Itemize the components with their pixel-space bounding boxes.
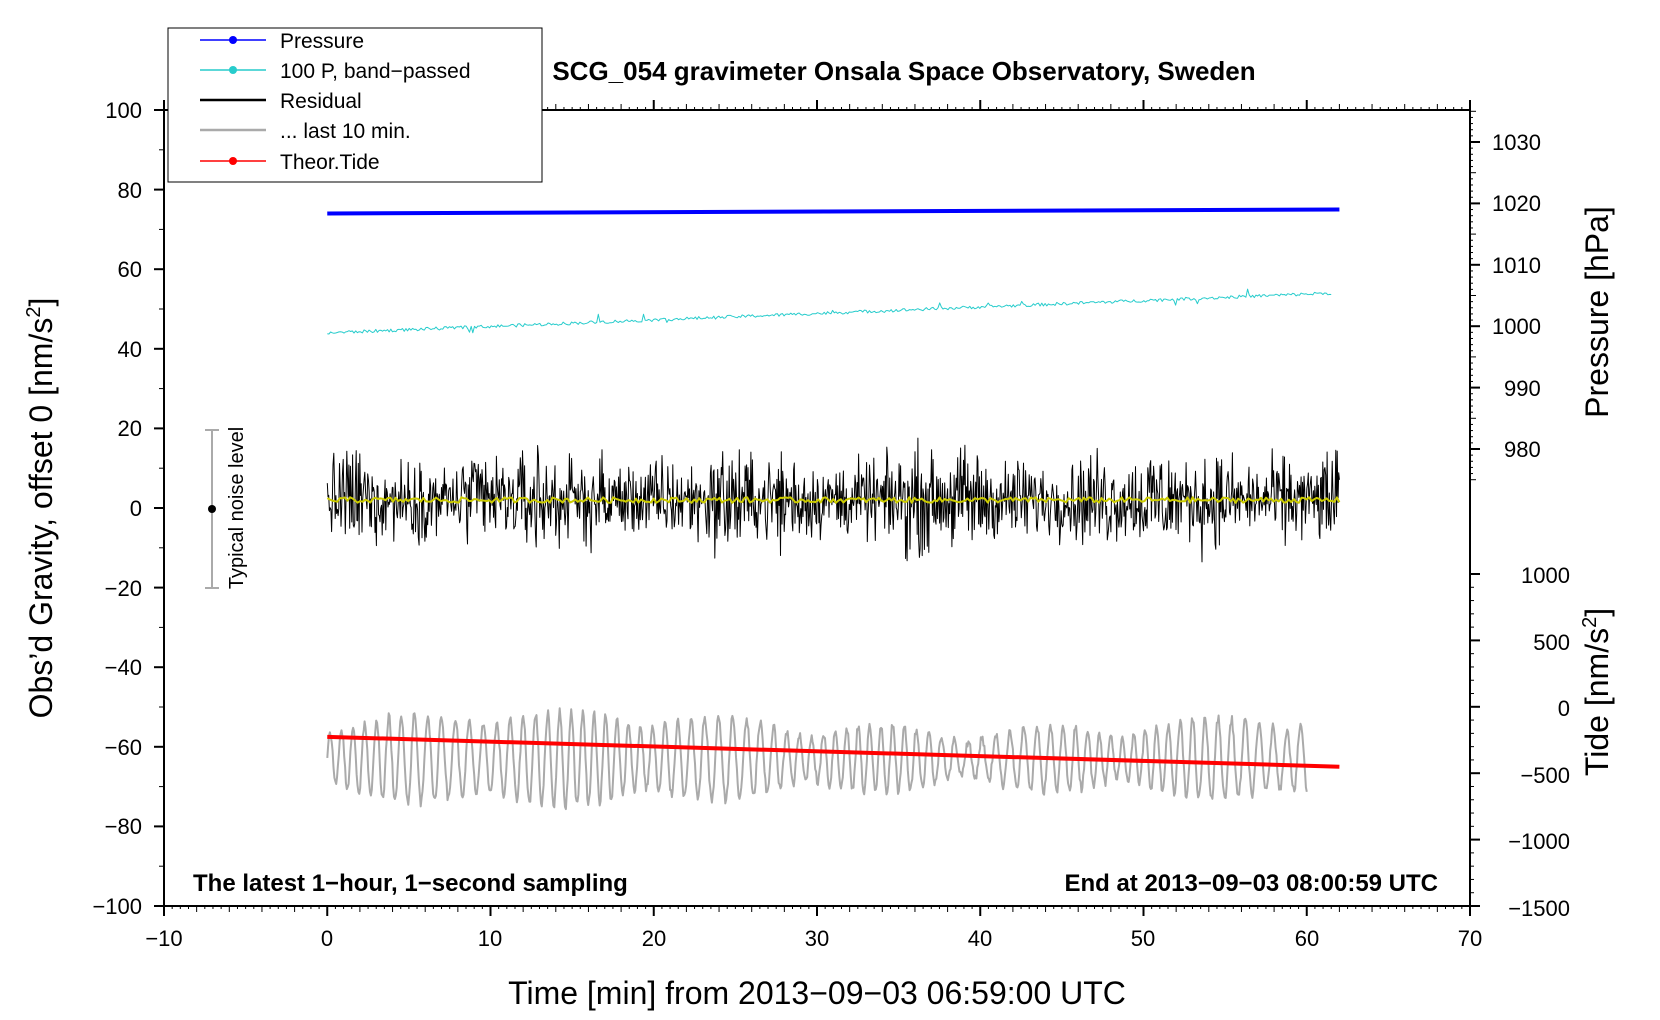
legend-item-last10: ... last 10 min. — [200, 120, 411, 143]
x-tick-label: 60 — [1295, 926, 1319, 951]
y-tick-label: 0 — [130, 496, 142, 521]
series-bandpassed — [327, 288, 1332, 335]
x-tick-label: 50 — [1131, 926, 1155, 951]
legend-label-residual: Residual — [280, 90, 362, 113]
series-residual — [326, 437, 1340, 563]
noise-level-label: Typical noise level — [226, 427, 248, 589]
chart-title: SCG_054 gravimeter Onsala Space Observat… — [552, 56, 1255, 86]
pressure-tick-labels: 1030 1020 1010 1000 990 980 — [1492, 130, 1541, 462]
x-tick-label: 20 — [642, 926, 666, 951]
y-axis-label-sup: 2 — [23, 307, 45, 318]
pressure-tick-label: 1000 — [1492, 314, 1541, 339]
y-tick-labels: 100 80 60 40 20 0 −20 −40 −60 −80 −100 — [92, 98, 142, 919]
x-tick-label: 30 — [805, 926, 829, 951]
tide-axis-label: Tide [nm/s2] — [1579, 608, 1615, 776]
legend-item-residual: Residual — [200, 90, 362, 113]
legend-label-pressure: Pressure — [280, 30, 364, 53]
pressure-tick-label: 1030 — [1492, 130, 1541, 155]
y-tick-label: −40 — [105, 655, 142, 680]
tide-tick-label: 1000 — [1521, 563, 1570, 588]
y-tick-label: 40 — [118, 337, 142, 362]
y-axis-label-main: Obs’d Gravity, offset 0 [nm/s — [23, 318, 59, 719]
x-tick-label: 10 — [478, 926, 502, 951]
series-pressure — [327, 207, 1340, 216]
y-tick-label: 100 — [105, 98, 142, 123]
legend-label-last10: ... last 10 min. — [280, 120, 411, 143]
y-tick-label: −60 — [105, 735, 142, 760]
noise-level-marker: Typical noise level — [205, 427, 248, 589]
pressure-tick-label: 990 — [1504, 376, 1541, 401]
x-tick-label: 40 — [968, 926, 992, 951]
traces — [326, 207, 1341, 811]
x-tick-label: 0 — [321, 926, 333, 951]
y-axis-label: Obs’d Gravity, offset 0 [nm/s2] — [23, 298, 59, 719]
pressure-tick-label: 1010 — [1492, 253, 1541, 278]
x-tick-label: −10 — [145, 926, 182, 951]
x-axis-label: Time [min] from 2013−09−03 06:59:00 UTC — [508, 975, 1126, 1011]
annotation-end-time: End at 2013−09−03 08:00:59 UTC — [1064, 870, 1438, 897]
tide-tick-label: −1500 — [1508, 896, 1570, 921]
y-axis-label-close: ] — [23, 298, 59, 307]
y-tick-label: 60 — [118, 257, 142, 282]
series-last10 — [326, 707, 1308, 811]
annotation-sampling: The latest 1−hour, 1−second sampling — [193, 870, 628, 897]
y-tick-label: −80 — [105, 814, 142, 839]
legend-box — [167, 27, 543, 183]
y-tick-label: −100 — [92, 894, 142, 919]
tide-axis-label-close: ] — [1579, 608, 1615, 617]
legend-marker-pressure — [229, 36, 237, 44]
y-tick-label: −20 — [105, 576, 142, 601]
legend-label-bandpassed: 100 P, band−passed — [280, 60, 471, 83]
pressure-axis-label: Pressure [hPa] — [1579, 206, 1615, 418]
x-tick-labels: −10 0 10 20 30 40 50 60 70 — [145, 926, 1482, 951]
tide-axis-label-sup: 2 — [1579, 617, 1601, 628]
tide-tick-label: −500 — [1520, 763, 1570, 788]
tide-axis-label-main: Tide [nm/s — [1579, 628, 1615, 776]
pressure-tick-label: 1020 — [1492, 191, 1541, 216]
series-residual-smoothed — [326, 496, 1341, 504]
axis-ticks — [154, 100, 1480, 916]
legend-marker-tide — [229, 157, 237, 165]
y-tick-label: 80 — [118, 178, 142, 203]
tide-tick-label: 0 — [1558, 696, 1570, 721]
tide-tick-label: −1000 — [1508, 829, 1570, 854]
legend: Pressure 100 P, band−passed Residual ...… — [167, 27, 543, 183]
legend-item-pressure: Pressure — [200, 30, 364, 53]
pressure-tick-label: 980 — [1504, 437, 1541, 462]
tide-tick-labels: 1000 500 0 −500 −1000 −1500 — [1508, 563, 1570, 921]
y-tick-label: 20 — [118, 416, 142, 441]
legend-item-tide: Theor.Tide — [200, 151, 380, 174]
legend-marker-bandpassed — [229, 66, 237, 74]
series-tide — [327, 734, 1340, 769]
tide-tick-label: 500 — [1533, 630, 1570, 655]
x-tick-label: 70 — [1458, 926, 1482, 951]
legend-label-tide: Theor.Tide — [280, 151, 380, 174]
legend-item-bandpassed: 100 P, band−passed — [200, 60, 471, 83]
noise-center-dot — [208, 505, 216, 513]
